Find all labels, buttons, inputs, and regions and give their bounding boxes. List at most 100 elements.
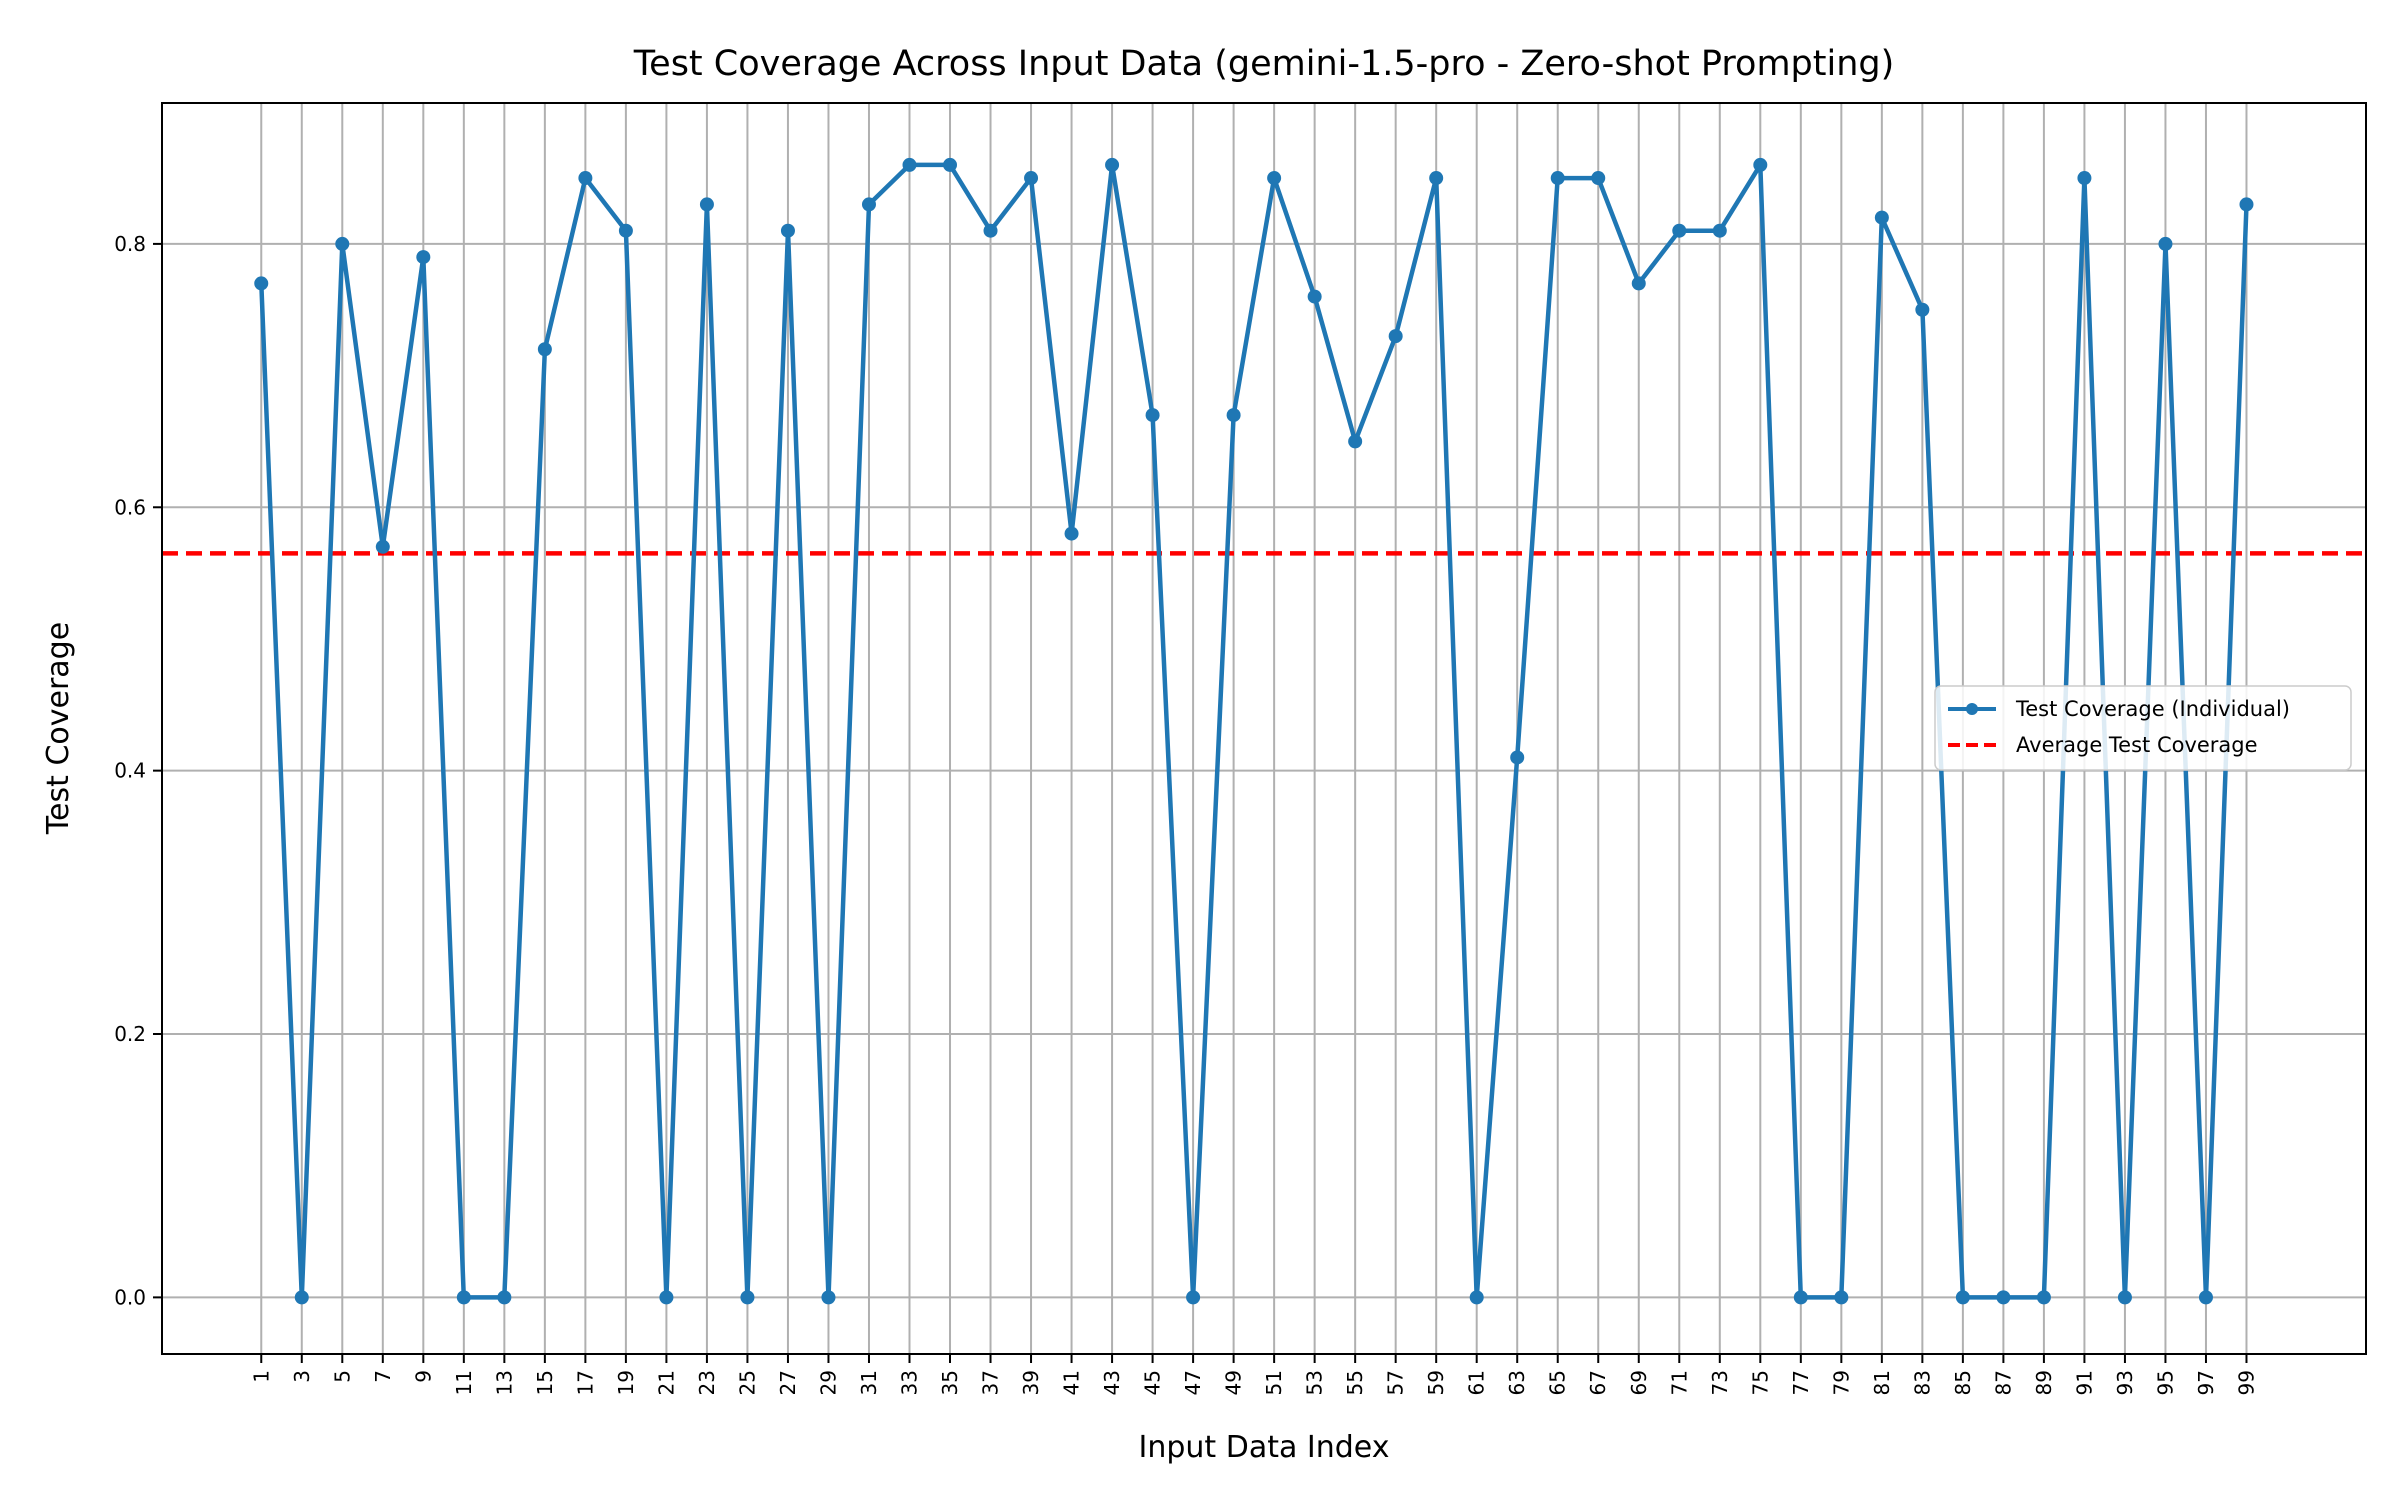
data-point: [537, 342, 552, 357]
data-point: [780, 223, 795, 238]
series-line: [259, 162, 2249, 1300]
x-tick-label: 99: [2234, 1370, 2258, 1395]
data-point: [2198, 1290, 2213, 1305]
data-point: [1834, 1290, 1849, 1305]
x-tick-label: 95: [2153, 1370, 2177, 1395]
y-axis-label: Test Coverage: [41, 622, 76, 835]
x-tick-label: 39: [1019, 1370, 1043, 1395]
x-tick-label: 97: [2194, 1370, 2218, 1395]
data-point: [699, 197, 714, 212]
data-point: [1226, 408, 1241, 423]
data-point: [254, 276, 269, 291]
data-point: [375, 539, 390, 554]
x-tick-label: 7: [371, 1370, 395, 1383]
x-tick-label: 77: [1789, 1370, 1813, 1395]
data-point: [1429, 171, 1444, 186]
data-point: [1753, 157, 1768, 172]
data-point: [456, 1290, 471, 1305]
y-tick-label: 0.8: [114, 232, 146, 256]
data-point: [294, 1290, 309, 1305]
data-point: [861, 197, 876, 212]
x-tick-label: 49: [1222, 1370, 1246, 1395]
data-point: [618, 223, 633, 238]
x-tick-label: 19: [614, 1370, 638, 1395]
x-tick-label: 55: [1343, 1370, 1367, 1395]
x-tick-label: 29: [816, 1370, 840, 1395]
data-point: [2077, 171, 2092, 186]
data-point: [1631, 276, 1646, 291]
data-point: [1874, 210, 1889, 225]
y-tick-label: 0.4: [114, 759, 146, 783]
data-point: [416, 250, 431, 265]
x-tick-label: 21: [654, 1370, 678, 1395]
x-tick-label: 79: [1829, 1370, 1853, 1395]
data-point: [821, 1290, 836, 1305]
x-tick-label: 5: [330, 1370, 354, 1383]
data-point: [1915, 302, 1930, 317]
y-tick-label: 0.2: [114, 1022, 146, 1046]
data-point: [1267, 171, 1282, 186]
data-point: [1955, 1290, 1970, 1305]
data-point: [1793, 1290, 1808, 1305]
legend-label-individual: Test Coverage (Individual): [2015, 697, 2290, 721]
x-tick-label: 69: [1627, 1370, 1651, 1395]
x-tick-label: 73: [1708, 1370, 1732, 1395]
x-tick-label: 53: [1303, 1370, 1327, 1395]
data-point: [1064, 526, 1079, 541]
x-tick-label: 67: [1586, 1370, 1610, 1395]
x-axis-label: Input Data Index: [1139, 1430, 1390, 1465]
x-tick-label: 85: [1951, 1370, 1975, 1395]
y-axis: 0.0 0.2 0.4 0.6 0.8: [114, 232, 162, 1309]
data-point: [1388, 329, 1403, 344]
grid: [162, 103, 2366, 1354]
x-tick-label: 31: [857, 1370, 881, 1395]
x-tick-label: 1: [249, 1370, 273, 1383]
data-point: [2158, 236, 2173, 251]
x-tick-label: 63: [1505, 1370, 1529, 1395]
x-tick-label: 65: [1546, 1370, 1570, 1395]
data-point: [1024, 171, 1039, 186]
x-tick-label: 43: [1100, 1370, 1124, 1395]
x-tick-label: 35: [938, 1370, 962, 1395]
x-tick-label: 57: [1384, 1370, 1408, 1395]
x-tick-label: 25: [735, 1370, 759, 1395]
data-point: [2117, 1290, 2132, 1305]
y-tick-label: 0.0: [114, 1285, 146, 1309]
data-point: [1996, 1290, 2011, 1305]
data-point: [1348, 434, 1363, 449]
y-tick-label: 0.6: [114, 495, 146, 519]
data-point: [335, 236, 350, 251]
data-point: [1105, 157, 1120, 172]
data-point: [497, 1290, 512, 1305]
data-point: [902, 157, 917, 172]
data-point: [1186, 1290, 1201, 1305]
x-tick-label: 81: [1870, 1370, 1894, 1395]
data-point: [983, 223, 998, 238]
x-tick-label: 37: [979, 1370, 1003, 1395]
legend: Test Coverage (Individual) Average Test …: [1934, 685, 2352, 771]
data-point: [2239, 197, 2254, 212]
legend-marker-individual: [1966, 703, 1978, 715]
data-point: [1672, 223, 1687, 238]
x-tick-label: 75: [1748, 1370, 1772, 1395]
x-tick-label: 51: [1262, 1370, 1286, 1395]
chart-title: Test Coverage Across Input Data (gemini-…: [633, 44, 1895, 84]
plot-frame: [161, 102, 2367, 1355]
x-tick-label: 91: [2072, 1370, 2096, 1395]
x-tick-label: 27: [776, 1370, 800, 1395]
x-tick-label: 9: [411, 1370, 435, 1383]
x-tick-label: 13: [492, 1370, 516, 1395]
series-layer: [254, 157, 2254, 1305]
data-point: [1550, 171, 1565, 186]
x-tick-label: 15: [533, 1370, 557, 1395]
data-point: [1510, 750, 1525, 765]
x-tick-label: 93: [2113, 1370, 2137, 1395]
x-tick-label: 83: [1910, 1370, 1934, 1395]
data-point: [659, 1290, 674, 1305]
legend-box: [1934, 685, 2352, 771]
x-tick-label: 41: [1060, 1370, 1084, 1395]
data-point: [740, 1290, 755, 1305]
x-tick-label: 3: [290, 1370, 314, 1383]
